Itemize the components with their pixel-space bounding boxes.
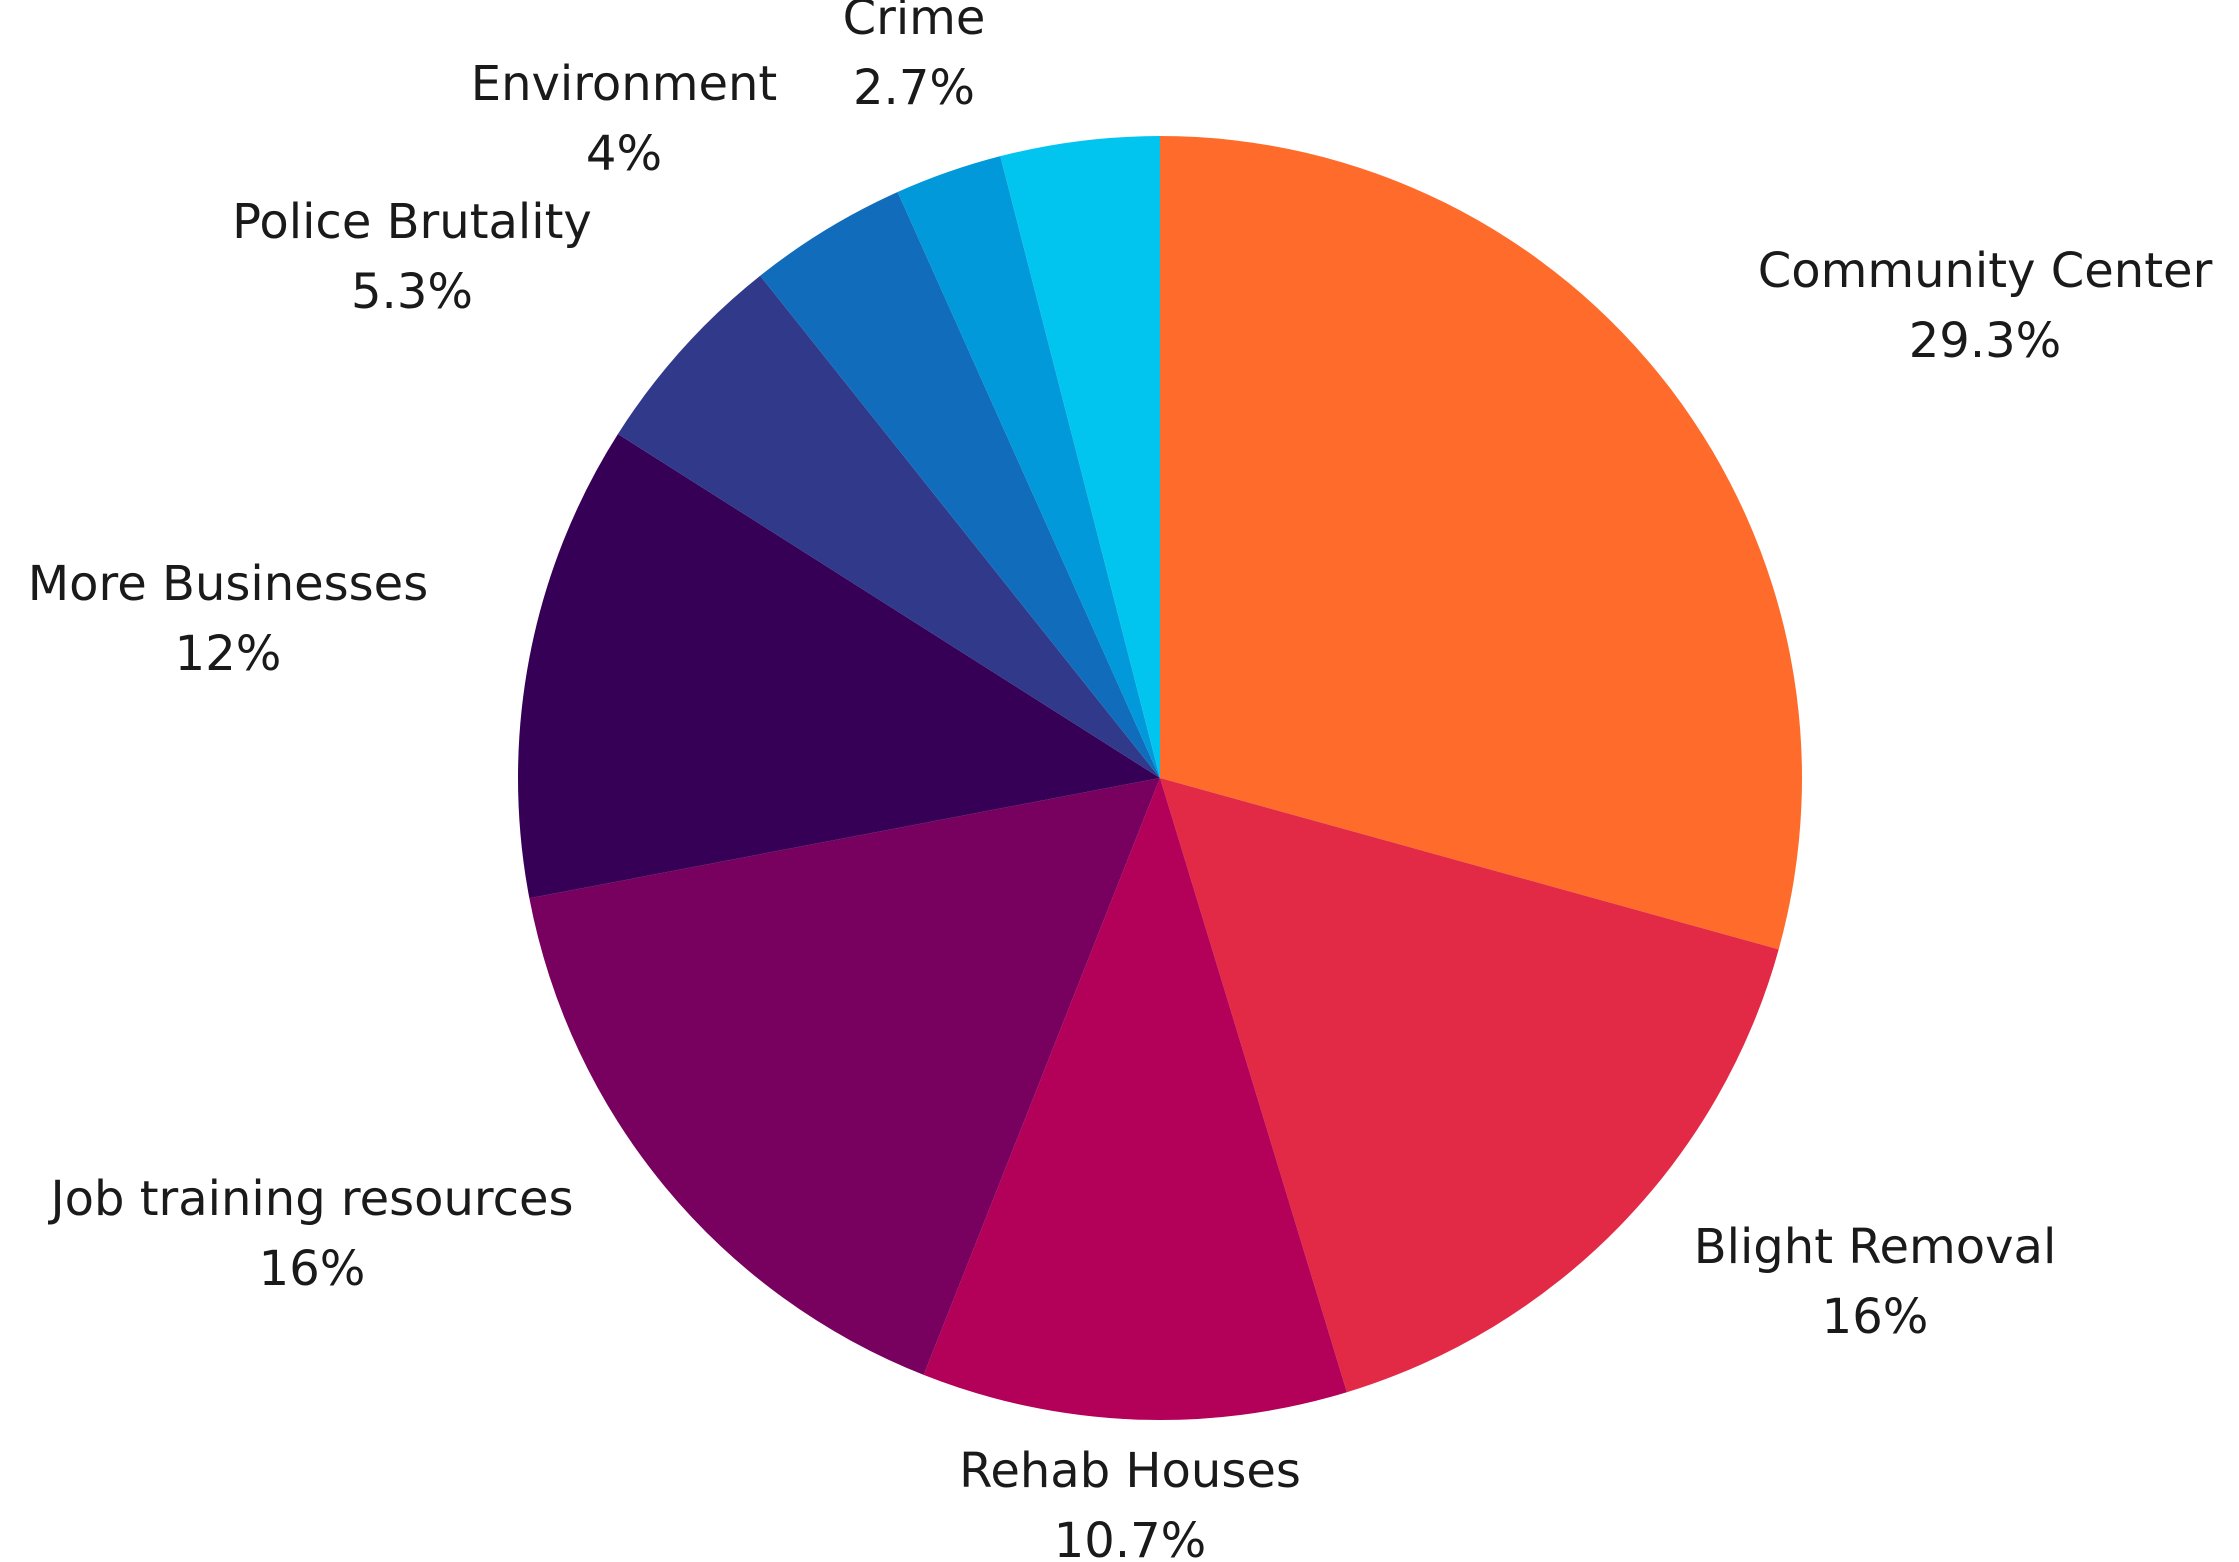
pie-slice-environment [760, 192, 1160, 779]
pie-slice-blight-removal [1160, 778, 1779, 1393]
pie-slice-more-businesses [517, 434, 1160, 899]
slice-value-police-brutality: 5.3% [351, 264, 473, 320]
slice-value-crime: 2.7% [853, 60, 975, 116]
slice-label-job-training-resources: Job training resources [47, 1171, 573, 1227]
slice-label-police-brutality: Police Brutality [232, 194, 592, 250]
slice-label-rehab-houses: Rehab Houses [959, 1443, 1301, 1499]
pie-slices [517, 136, 1802, 1421]
slice-label-environment: Environment [471, 56, 778, 112]
slice-value-environment: 4% [586, 126, 662, 182]
slice-value-blight-removal: 16% [1822, 1289, 1929, 1345]
slice-label-blight-removal: Blight Removal [1694, 1219, 2057, 1275]
pie-slice-police-brutality [617, 275, 1160, 778]
slice-value-community-center: 29.3% [1909, 313, 2061, 369]
pie-slice-rehab-houses [923, 778, 1347, 1421]
slice-value-rehab-houses: 10.7% [1054, 1513, 1206, 1562]
slice-label-crime: Crime [843, 0, 986, 46]
pie-slice-community-center [1160, 136, 1802, 950]
slice-value-job-training-resources: 16% [259, 1241, 366, 1297]
slice-label-community-center: Community Center [1758, 243, 2213, 299]
pie-slice-job-training-resources [529, 778, 1160, 1375]
pie-labels: Community Center 29.3% Blight Removal 16% Re… [28, 0, 2213, 1562]
pie-slice-crime [897, 156, 1160, 779]
slice-value-more-businesses: 12% [175, 626, 282, 682]
pie-slice-unlabeled-8 [1000, 136, 1160, 778]
slice-label-more-businesses: More Businesses [28, 556, 428, 612]
